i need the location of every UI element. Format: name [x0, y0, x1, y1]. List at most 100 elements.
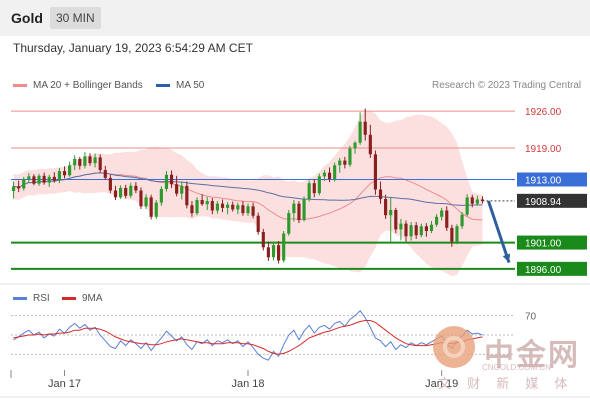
ma20-swatch: [13, 83, 27, 87]
candle-body: [73, 158, 77, 166]
rsi-ma-line: [13, 320, 483, 355]
candle-body: [261, 232, 265, 248]
candle-body: [200, 199, 204, 205]
candle-body: [68, 165, 72, 176]
candle-body: [302, 199, 306, 220]
candle-body: [460, 214, 464, 227]
candle-body: [399, 223, 403, 230]
candle-body: [205, 201, 209, 205]
timeframe-badge[interactable]: 30 MIN: [50, 7, 101, 29]
level-tag-1913.00: [517, 172, 587, 187]
candle-body: [368, 134, 372, 155]
level-label-1919.00: 1919.00: [525, 144, 562, 155]
candle-body: [292, 203, 296, 214]
candle-body: [27, 176, 31, 179]
candle-body: [98, 157, 102, 171]
candle-body: [455, 226, 459, 242]
candle-body: [215, 203, 219, 211]
candle-body: [429, 224, 434, 232]
candle-body: [226, 204, 230, 208]
candle-body: [256, 215, 260, 233]
rsi-swatch: [13, 296, 27, 300]
candle-body: [134, 185, 138, 191]
candle-body: [348, 148, 352, 165]
candle-body: [322, 172, 327, 177]
candle-body: [220, 203, 225, 208]
candle-body: [149, 197, 153, 217]
candle-body: [144, 197, 148, 207]
candle-body: [57, 171, 61, 181]
header-bar: Gold 30 MIN: [0, 0, 590, 36]
candle-body: [287, 213, 291, 234]
level-tag-1926.00: [517, 104, 587, 119]
candle-body: [42, 175, 46, 183]
candle-body: [124, 187, 128, 196]
candle-body: [470, 197, 474, 204]
legend-ma20-label: MA 20 + Bollinger Bands: [33, 80, 143, 91]
candle-body: [419, 226, 423, 236]
candle-body: [440, 210, 444, 217]
candle-body: [414, 225, 418, 236]
candle-body: [373, 154, 377, 190]
candle-body: [185, 185, 189, 206]
level-label-1896.00: 1896.00: [525, 265, 562, 276]
candle-body: [389, 209, 393, 216]
candle-body: [175, 184, 179, 194]
candle-body: [338, 160, 342, 166]
brand-logo-ring-icon: [443, 336, 465, 358]
legend-ma20: MA 20 + Bollinger Bands: [13, 80, 143, 91]
candle-body: [139, 190, 143, 207]
candle-body: [93, 157, 97, 164]
candle-body: [297, 203, 301, 220]
candle-body: [129, 185, 133, 196]
candle-body: [246, 206, 250, 214]
candle-body: [409, 225, 413, 237]
candle-body: [159, 188, 163, 203]
level-tag-1901.00: [517, 235, 587, 250]
candle-body: [32, 176, 36, 184]
candle-body: [169, 174, 174, 185]
candle-body: [119, 187, 123, 198]
candle-body: [343, 160, 347, 165]
symbol-title: Gold: [11, 10, 43, 26]
candle-body: [445, 210, 449, 228]
candle-body: [154, 202, 158, 217]
legend-ma50: MA 50: [156, 80, 204, 91]
watermark-brand: 中金网: [484, 338, 580, 373]
forecast-arrow-shaft: [487, 200, 511, 264]
legend-rsi: RSI: [13, 293, 50, 304]
candle-body: [17, 186, 21, 189]
candle-body: [241, 205, 245, 214]
credit-text: Research © 2023 Trading Central: [432, 80, 582, 91]
x-tick-label: Jan 17: [48, 378, 81, 390]
candle-body: [327, 172, 332, 179]
candle-body: [210, 201, 214, 211]
candle-body: [236, 205, 240, 210]
candle-body: [333, 165, 337, 179]
level-label-1913.00: 1913.00: [525, 175, 562, 186]
candle-body: [113, 190, 118, 198]
legend-9ma-label: 9MA: [82, 293, 103, 304]
candle-body: [266, 247, 270, 258]
candle-body: [37, 175, 41, 184]
level-label-1901.00: 1901.00: [525, 239, 562, 250]
candle-body: [307, 183, 311, 200]
level-tag-1896.00: [517, 261, 587, 276]
chart-datetime: Thursday, January 19, 2023 6:54:29 AM CE…: [13, 41, 253, 55]
candle-body: [52, 176, 56, 181]
bollinger-band: [13, 110, 483, 277]
candle-body: [271, 245, 276, 258]
candle-body: [47, 176, 51, 183]
candle-body: [394, 209, 398, 230]
candle-body: [195, 199, 199, 214]
ma50-line: [13, 172, 483, 206]
candle-body: [83, 156, 87, 166]
candle-body: [78, 158, 82, 166]
rsi-line: [13, 310, 483, 361]
candle-body: [404, 223, 408, 237]
candle-body: [231, 204, 235, 210]
candle-body: [11, 186, 16, 192]
candle-body: [312, 183, 316, 194]
candle-body: [108, 177, 112, 191]
